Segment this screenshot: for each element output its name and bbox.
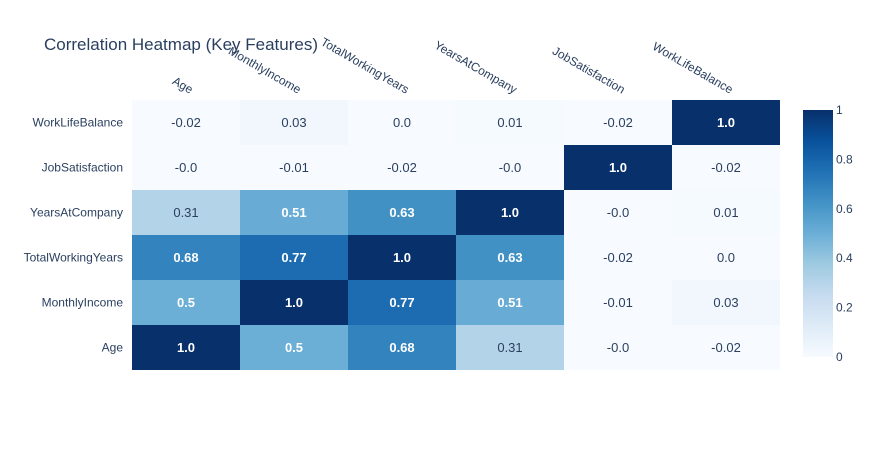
heatmap-cell-WorkLifeBalance-JobSatisfaction [564, 100, 672, 145]
cell-value-label: 1.0 [609, 160, 627, 175]
heatmap-cell-WorkLifeBalance-TotalWorkingYears [348, 100, 456, 145]
heatmap-cell-Age-MonthlyIncome [240, 325, 348, 370]
y-axis-ticks: Age MonthlyIncome TotalWorkingYears YearsAt… [24, 116, 124, 355]
cell-value-label: 0.03 [281, 115, 306, 130]
heatmap-cell-YearsAtCompany-TotalWorkingYears [348, 190, 456, 235]
heatmap-cell-YearsAtCompany-WorkLifeBalance [672, 190, 780, 235]
cell-value-label: -0.02 [711, 340, 741, 355]
heatmap-cell-TotalWorkingYears-Age [132, 235, 240, 280]
heatmap-cell-MonthlyIncome-WorkLifeBalance [672, 280, 780, 325]
cell-value-label: 1.0 [393, 250, 411, 265]
y-tick-label: WorkLifeBalance [33, 116, 124, 130]
heatmap-cell-Age-WorkLifeBalance [672, 325, 780, 370]
heatmap-cell-WorkLifeBalance-WorkLifeBalance [672, 100, 780, 145]
heatmap-cell-TotalWorkingYears-TotalWorkingYears [348, 235, 456, 280]
heatmap-cell-Age-JobSatisfaction [564, 325, 672, 370]
heatmap-cell-TotalWorkingYears-YearsAtCompany [456, 235, 564, 280]
cell-value-label: 0.01 [713, 205, 738, 220]
x-tick-label: TotalWorkingYears [318, 35, 411, 97]
heatmap-cell-JobSatisfaction-MonthlyIncome [240, 145, 348, 190]
cell-value-label: -0.01 [279, 160, 309, 175]
cell-value-label: 0.31 [497, 340, 522, 355]
colorbar-tick-label: 0.8 [836, 152, 853, 166]
colorbar-tick-label: 0.2 [836, 301, 853, 315]
colorbar-gradient [803, 110, 833, 357]
cell-value-label: -0.0 [607, 205, 629, 220]
heatmap-cell-YearsAtCompany-MonthlyIncome [240, 190, 348, 235]
heatmap-cell-JobSatisfaction-WorkLifeBalance [672, 145, 780, 190]
x-tick-label: JobSatisfaction [550, 44, 627, 97]
cell-value-label: -0.01 [603, 295, 633, 310]
cell-value-label: -0.0 [607, 340, 629, 355]
cell-value-label: 0.0 [393, 115, 411, 130]
heatmap-cell-WorkLifeBalance-Age [132, 100, 240, 145]
colorbar-tick-label: 0.4 [836, 251, 853, 265]
heatmap-cells: 1.0 0.5 0.68 0.31 -0.0 -0.02 0.5 1.0 0.77 0.51 -0.… [132, 100, 780, 370]
y-tick-label: MonthlyIncome [42, 296, 124, 310]
x-tick-label: YearsAtCompany [432, 38, 519, 97]
cell-value-label: 1.0 [285, 295, 303, 310]
heatmap-cell-TotalWorkingYears-JobSatisfaction [564, 235, 672, 280]
cell-value-label: -0.0 [499, 160, 521, 175]
cell-value-label: 0.68 [389, 340, 414, 355]
y-tick-label: YearsAtCompany [30, 206, 123, 220]
cell-value-label: 0.77 [389, 295, 414, 310]
cell-value-label: 0.5 [177, 295, 195, 310]
heatmap-cell-MonthlyIncome-JobSatisfaction [564, 280, 672, 325]
heatmap-cell-JobSatisfaction-Age [132, 145, 240, 190]
cell-value-label: 0.31 [173, 205, 198, 220]
cell-value-label: -0.02 [171, 115, 201, 130]
y-tick-label: TotalWorkingYears [24, 251, 123, 265]
heatmap-cell-MonthlyIncome-YearsAtCompany [456, 280, 564, 325]
heatmap-cell-WorkLifeBalance-YearsAtCompany [456, 100, 564, 145]
y-tick-label: Age [102, 341, 124, 355]
cell-value-label: 0.63 [497, 250, 522, 265]
heatmap-cell-MonthlyIncome-MonthlyIncome [240, 280, 348, 325]
heatmap-cell-Age-TotalWorkingYears [348, 325, 456, 370]
heatmap-cell-JobSatisfaction-YearsAtCompany [456, 145, 564, 190]
heatmap-cell-YearsAtCompany-YearsAtCompany [456, 190, 564, 235]
colorbar-ticks: 0 0.2 0.4 0.6 0.8 1 [836, 103, 853, 364]
cell-value-label: 0.63 [389, 205, 414, 220]
cell-value-label: -0.02 [711, 160, 741, 175]
x-tick-label: Age [170, 74, 196, 97]
cell-value-label: 0.0 [717, 250, 735, 265]
cell-value-label: 0.68 [173, 250, 198, 265]
cell-value-label: 1.0 [717, 115, 735, 130]
heatmap-cell-YearsAtCompany-JobSatisfaction [564, 190, 672, 235]
heatmap-cell-TotalWorkingYears-MonthlyIncome [240, 235, 348, 280]
x-tick-label: WorkLifeBalance [650, 39, 736, 97]
heatmap-cell-MonthlyIncome-Age [132, 280, 240, 325]
heatmap-cell-TotalWorkingYears-WorkLifeBalance [672, 235, 780, 280]
cell-value-label: 1.0 [501, 205, 519, 220]
cell-value-label: 0.01 [497, 115, 522, 130]
heatmap-cell-JobSatisfaction-TotalWorkingYears [348, 145, 456, 190]
heatmap-cell-YearsAtCompany-Age [132, 190, 240, 235]
cell-value-label: 0.51 [281, 205, 306, 220]
heatmap-cell-Age-YearsAtCompany [456, 325, 564, 370]
colorbar: 0 0.2 0.4 0.6 0.8 1 [803, 103, 853, 364]
cell-value-label: -0.02 [603, 250, 633, 265]
heatmap-cell-MonthlyIncome-TotalWorkingYears [348, 280, 456, 325]
heatmap-cell-JobSatisfaction-JobSatisfaction [564, 145, 672, 190]
heatmap-cell-Age-Age [132, 325, 240, 370]
colorbar-tick-label: 0 [836, 350, 843, 364]
colorbar-tick-label: 1 [836, 103, 843, 117]
cell-value-label: -0.02 [387, 160, 417, 175]
cell-value-label: 0.03 [713, 295, 738, 310]
cell-value-label: 1.0 [177, 340, 195, 355]
colorbar-tick-label: 0.6 [836, 202, 853, 216]
cell-value-label: -0.0 [175, 160, 197, 175]
cell-value-label: -0.02 [603, 115, 633, 130]
cell-value-label: 0.51 [497, 295, 522, 310]
cell-value-label: 0.5 [285, 340, 303, 355]
chart-title: Correlation Heatmap (Key Features) [44, 35, 318, 54]
y-tick-label: JobSatisfaction [42, 161, 123, 175]
heatmap-cell-WorkLifeBalance-MonthlyIncome [240, 100, 348, 145]
cell-value-label: 0.77 [281, 250, 306, 265]
